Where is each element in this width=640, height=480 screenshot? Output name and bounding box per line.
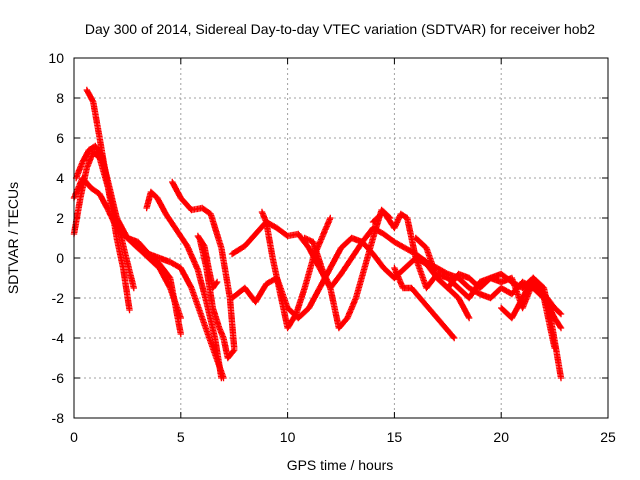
series-arc-16 (498, 274, 558, 352)
interpolated-markers (499, 276, 558, 350)
x-tick-label: 20 (493, 429, 509, 445)
interpolated-markers (143, 189, 225, 380)
interpolated-markers (391, 266, 457, 341)
series-arc-6 (143, 188, 225, 382)
y-tick-label: -8 (52, 410, 65, 426)
series-arc-17 (196, 236, 238, 362)
interpolated-markers (169, 180, 238, 350)
x-tick-label: 5 (177, 429, 185, 445)
y-axis-label: SDTVAR / TECUs (5, 182, 21, 294)
chart-title: Day 300 of 2014, Sidereal Day-to-day VTE… (85, 21, 595, 37)
y-tick-label: 8 (56, 90, 64, 106)
interpolated-markers (197, 238, 237, 361)
interpolated-markers (302, 207, 393, 331)
x-tick-label: 10 (280, 429, 296, 445)
y-tick-label: -2 (52, 290, 65, 306)
series-arc-14 (391, 264, 458, 342)
y-tick-label: -4 (52, 330, 65, 346)
plot-border (73, 57, 609, 419)
series-arc-11 (258, 208, 334, 332)
series-arc-3 (72, 142, 138, 292)
y-tick-label: 0 (56, 250, 64, 266)
y-tick-label: 6 (56, 130, 64, 146)
series-arc-12 (301, 206, 394, 332)
data-series (70, 86, 565, 382)
series-arc-5 (115, 224, 227, 382)
y-tick-label: -6 (52, 370, 65, 386)
y-tick-label: 10 (48, 50, 64, 66)
y-tick-label: 4 (56, 170, 64, 186)
x-tick-label: 25 (600, 429, 616, 445)
interpolated-markers (259, 210, 333, 330)
x-tick-label: 15 (387, 429, 403, 445)
y-tick-label: 2 (56, 210, 64, 226)
x-axis-label: GPS time / hours (287, 457, 394, 473)
x-tick-label: 0 (70, 429, 78, 445)
